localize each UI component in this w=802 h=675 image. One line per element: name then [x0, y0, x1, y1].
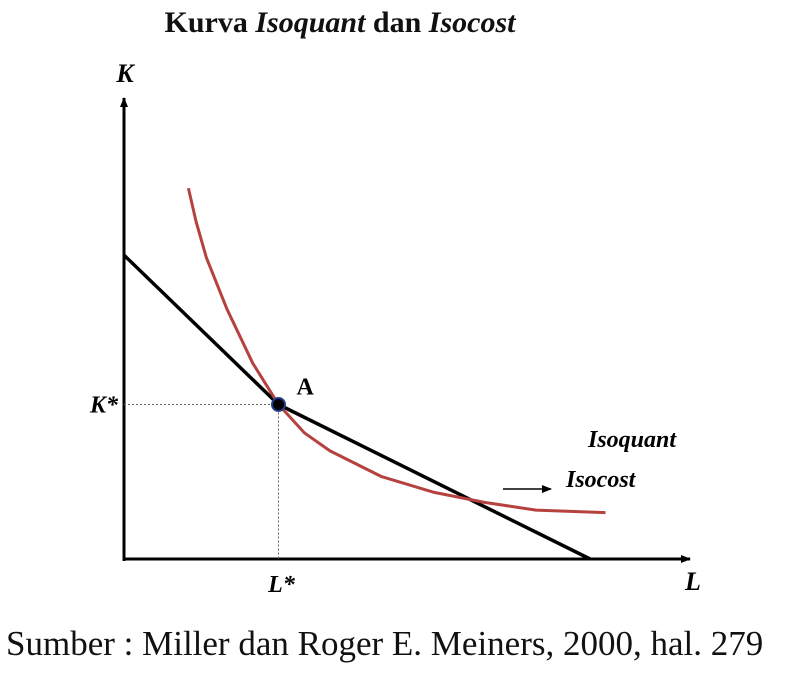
- x-tick-label-l-star: L*: [267, 572, 296, 598]
- source-citation: Sumber : Miller dan Roger E. Meiners, 20…: [6, 624, 764, 663]
- title-part-2: Isoquant: [255, 6, 366, 39]
- chart-svg: A K L K* L* Isoquant Isocost: [89, 59, 701, 598]
- isoquant-label: Isoquant: [587, 427, 677, 453]
- isocost-line: [122, 253, 591, 561]
- isocost-label: Isocost: [565, 467, 637, 493]
- isoquant-curve: [186, 187, 606, 515]
- tangent-point-label: A: [297, 375, 315, 401]
- y-axis-label: K: [115, 59, 135, 88]
- title-part-4: Isocost: [428, 6, 516, 39]
- tangent-point-a: [271, 397, 286, 412]
- title-part-1: Kurva: [164, 6, 256, 39]
- chart-title: Kurva Isoquant dan Isocost: [0, 6, 680, 40]
- x-axis-label: L: [684, 567, 701, 596]
- y-tick-label-k-star: K*: [89, 393, 119, 419]
- title-part-3: dan: [365, 6, 429, 39]
